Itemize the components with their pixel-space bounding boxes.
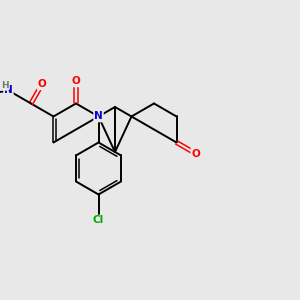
Text: O: O xyxy=(191,148,200,158)
Text: N: N xyxy=(4,85,13,95)
Text: O: O xyxy=(38,79,46,89)
Text: Cl: Cl xyxy=(93,215,104,226)
Text: N: N xyxy=(94,112,103,122)
Text: O: O xyxy=(72,76,80,86)
Text: H: H xyxy=(1,81,8,90)
